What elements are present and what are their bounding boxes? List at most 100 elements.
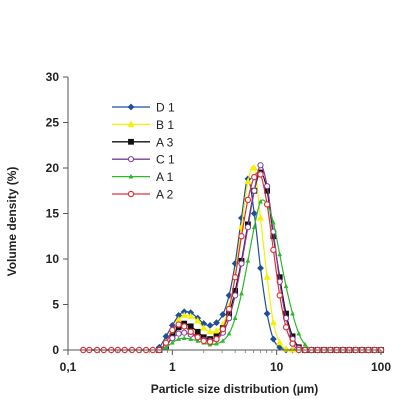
data-point: [239, 290, 244, 296]
data-point: [263, 273, 271, 280]
data-point: [225, 305, 233, 313]
legend-label: C 1: [156, 153, 175, 167]
y-tick-label: 15: [46, 207, 60, 221]
data-point: [195, 338, 201, 343]
data-point: [175, 330, 182, 337]
data-point: [194, 334, 201, 341]
data-point: [194, 317, 202, 324]
data-point: [206, 338, 214, 346]
data-point: [296, 330, 302, 336]
data-point: [250, 210, 258, 217]
y-tick-label: 10: [46, 252, 60, 266]
legend: D 1 B 1 A 3 C 1 A 1 A 2: [112, 101, 175, 202]
data-point: [232, 292, 239, 299]
data-point: [213, 319, 220, 327]
data-point: [206, 327, 214, 335]
data-point: [257, 264, 264, 272]
data-point: [180, 311, 188, 318]
data-point: [232, 315, 238, 320]
y-axis-title: Volume density (%): [5, 167, 19, 277]
data-point: [212, 327, 221, 334]
series-d1: [83, 175, 385, 354]
data-point: [251, 187, 258, 194]
data-point: [206, 322, 214, 329]
y-tick-label: 20: [46, 161, 60, 175]
series-a3: [83, 169, 384, 353]
data-point: [282, 324, 290, 331]
legend-swatch-marker: [127, 156, 135, 163]
y-tick-label: 0: [52, 343, 59, 357]
legend-label: A 2: [156, 188, 174, 202]
data-point: [263, 310, 271, 318]
data-point: [256, 214, 265, 221]
series-line-d1: [83, 178, 381, 351]
data-point: [269, 335, 277, 343]
legend-item-b1: B 1: [112, 118, 174, 132]
data-point: [220, 338, 226, 343]
legend-label: B 1: [156, 118, 174, 132]
data-point: [214, 340, 219, 346]
data-point: [169, 326, 176, 334]
x-tick-label: 10: [270, 360, 284, 374]
data-point: [181, 329, 188, 336]
data-point: [169, 339, 175, 345]
legend-label: D 1: [156, 101, 175, 115]
data-point: [238, 233, 245, 240]
data-point: [251, 224, 257, 229]
data-point: [263, 201, 271, 208]
series-layer: [80, 162, 385, 354]
data-point: [187, 323, 194, 330]
y-tick-label: 5: [52, 298, 59, 312]
data-point: [213, 335, 220, 343]
data-point: [226, 330, 232, 336]
legend-item-c1: C 1: [112, 153, 175, 167]
legend-item-d1: D 1: [112, 101, 175, 115]
data-point: [276, 338, 284, 346]
data-point: [277, 251, 283, 257]
series-line-a1: [83, 199, 381, 351]
x-tick-label: 0,1: [60, 360, 77, 374]
data-point: [270, 246, 277, 254]
data-point: [269, 318, 277, 326]
data-point: [219, 325, 227, 333]
data-point: [231, 274, 239, 281]
data-point: [188, 336, 194, 341]
x-tick-label: 100: [371, 360, 391, 374]
data-point: [244, 177, 252, 185]
data-point: [163, 344, 169, 350]
tick-labels: 0 5 10 15 20 25 30 0,1 1 10 100: [46, 70, 392, 374]
data-point: [245, 258, 251, 263]
legend-item-a2: A 2: [112, 188, 174, 202]
data-point: [258, 198, 263, 204]
data-point: [289, 340, 296, 347]
data-point: [283, 283, 289, 289]
legend-label: A 1: [156, 170, 174, 184]
legend-item-a1: A 1: [112, 170, 174, 184]
data-point: [276, 292, 283, 299]
data-point: [187, 312, 195, 319]
y-tick-label: 30: [46, 70, 60, 84]
data-point: [194, 328, 201, 335]
data-point: [270, 219, 276, 225]
x-tick-label: 1: [169, 360, 176, 374]
x-axis-title: Particle size distribution (µm): [151, 382, 319, 396]
data-point: [200, 324, 208, 331]
series-line-c1: [83, 164, 381, 351]
legend-swatch-marker: [128, 138, 134, 145]
data-point: [181, 323, 188, 330]
data-point: [176, 336, 182, 341]
data-point: [162, 339, 170, 346]
series-line-a3: [83, 171, 381, 351]
axes: [63, 76, 382, 355]
data-point: [264, 183, 271, 190]
data-point: [238, 260, 245, 267]
series-line-a2: [83, 171, 381, 351]
data-point: [219, 311, 227, 318]
data-point: [290, 310, 295, 316]
y-tick-label: 25: [46, 116, 60, 130]
data-point: [244, 224, 251, 231]
data-point: [200, 337, 207, 345]
data-point: [187, 328, 194, 335]
data-point: [244, 196, 252, 204]
